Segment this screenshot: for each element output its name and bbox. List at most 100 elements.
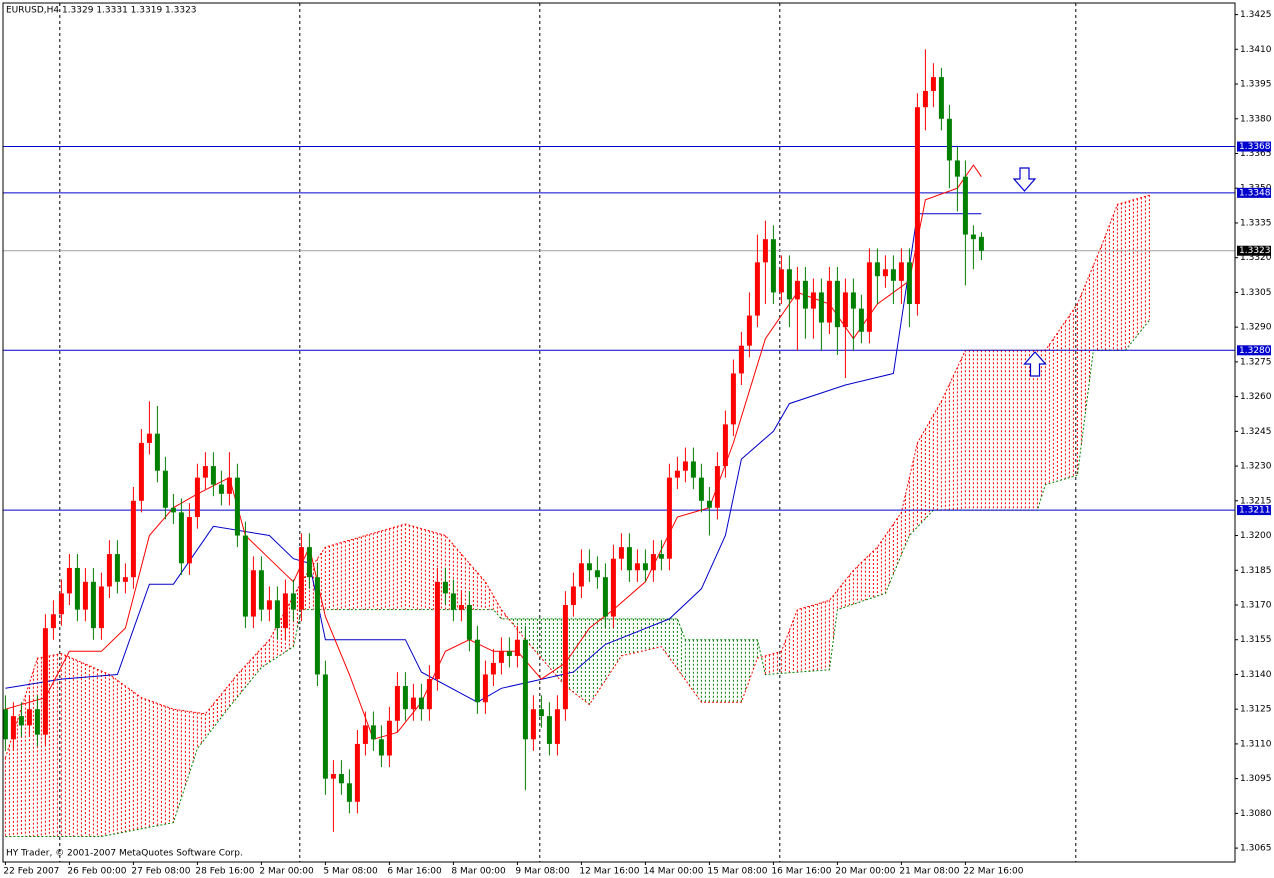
x-tick-label: 21 Mar 08:00 [899,867,959,877]
candle-body [450,593,456,610]
candle-body [154,433,160,471]
candle-body [538,709,544,717]
candle-body [98,586,104,629]
candle-body [354,743,360,802]
candle-body [394,686,400,721]
candle-body [26,709,32,726]
candle-body [290,593,296,610]
candle-body [554,709,560,744]
candle-body [266,600,272,610]
y-tick-label: 1.3065 [1240,844,1272,854]
candle-body [578,563,584,587]
candle-body [50,614,56,629]
candle-body [466,604,472,640]
candle-body [346,783,352,802]
candle-body [898,262,904,281]
candle-body [618,547,624,559]
x-tick-label: 15 Mar 08:00 [707,867,767,877]
candle-body [2,709,8,740]
bid-label-box [1237,245,1271,256]
candle-body [418,697,424,710]
candle-body [626,547,632,571]
level-label: 1.3368 [1239,142,1271,152]
candle-body [610,558,616,617]
candle-body [402,686,408,710]
y-tick-label: 1.3410 [1240,45,1272,55]
candle-body [954,160,960,177]
candle-body [674,470,680,478]
candle-body [194,477,200,518]
candle-body [930,77,936,91]
candle-body [114,554,120,582]
y-tick-label: 1.3275 [1240,357,1272,367]
candle-body [210,466,216,485]
candle-body [482,674,488,703]
candle-body [738,345,744,374]
candle-body [882,269,888,277]
y-tick-label: 1.3260 [1240,392,1272,402]
level-label-box [1237,505,1271,516]
candle-body [218,484,224,494]
x-tick-label: 12 Mar 16:00 [579,867,639,877]
candle-body [34,709,40,735]
candle-body [658,554,664,559]
candle-body [338,774,344,784]
level-label-box [1237,187,1271,198]
sell-arrow [1012,167,1037,192]
candle-body [762,239,768,263]
candle-body [834,280,840,328]
copyright: HY Trader, © 2001-2007 MetaQuotes Softwa… [6,849,243,859]
candle-body [322,674,328,779]
candle-body [562,604,568,710]
candle-body [522,639,528,740]
y-tick-label: 1.3320 [1240,253,1272,263]
candle-body [250,570,256,617]
y-tick-label: 1.3380 [1240,114,1272,124]
candle-body [786,269,792,300]
x-tick-label: 9 Mar 08:00 [515,867,570,877]
candle-body [634,563,640,571]
candle-body [706,500,712,508]
candle-body [778,269,784,293]
candle-body [794,280,800,300]
x-tick-label: 22 Feb 2007 [3,867,59,877]
candle-body [122,577,128,582]
x-tick-label: 28 Feb 16:00 [195,867,254,877]
buy-arrow [1023,351,1047,377]
candle-body [42,628,48,735]
x-tick-label: 14 Mar 00:00 [643,867,703,877]
level-label: 1.3348 [1239,188,1271,198]
y-tick-label: 1.3155 [1240,635,1272,645]
candle-body [746,315,752,346]
candle-body [802,280,808,309]
y-tick-label: 1.3245 [1240,427,1272,437]
candle-body [474,639,480,703]
level-label-box [1237,345,1271,356]
candle-body [514,639,520,656]
candle-body [546,716,552,744]
x-tick-label: 16 Mar 16:00 [771,867,831,877]
candle-body [906,262,912,304]
candle-body [866,262,872,332]
candle-body [298,547,304,610]
y-tick-label: 1.3290 [1240,323,1272,333]
candle-body [258,570,264,610]
kijun-sen [5,213,982,703]
y-tick-label: 1.3170 [1240,600,1272,610]
tenkan-sen [5,164,982,740]
candle-body [642,563,648,571]
senkou-span-a [4,194,1150,758]
candle-body [378,739,384,756]
x-tick-label: 8 Mar 00:00 [451,867,506,877]
level-label-box [1237,141,1271,152]
candle-body [722,424,728,467]
candle-body [426,679,432,710]
candle-body [874,262,880,277]
chart-title: EURUSD,H4 1.3329 1.3331 1.3319 1.3323 [6,6,197,16]
candle-body [170,507,176,513]
candle-body [690,461,696,478]
candle-body [10,716,16,740]
